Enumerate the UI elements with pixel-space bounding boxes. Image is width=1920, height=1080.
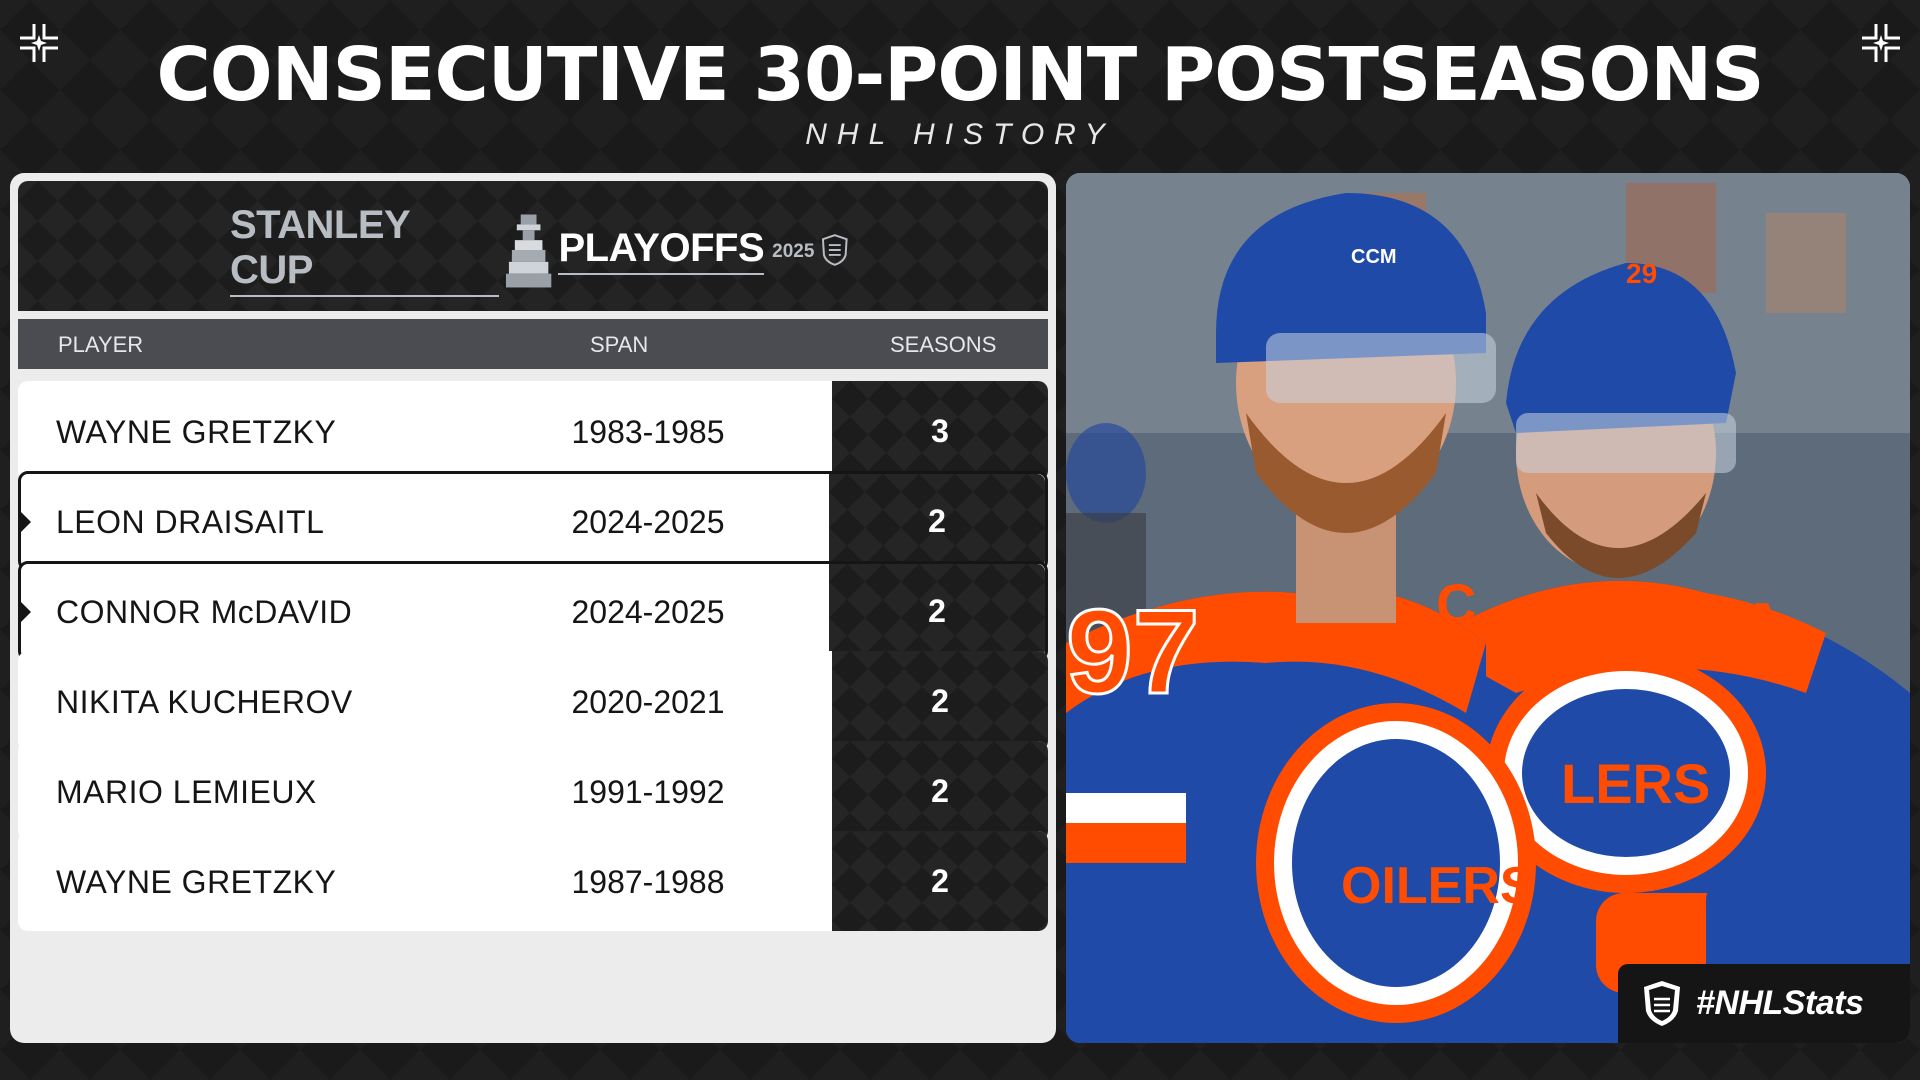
svg-text:OILERS: OILERS bbox=[1341, 857, 1535, 915]
logo-year-text: 2025 bbox=[772, 241, 815, 262]
table-row: WAYNE GRETZKY 1987-1988 2 bbox=[18, 831, 1048, 931]
table-header: PLAYER SPAN SEASONS bbox=[18, 319, 1048, 369]
nhl-shield-icon bbox=[822, 234, 849, 266]
player-name: NIKITA KUCHEROV bbox=[56, 684, 353, 720]
season-count: 2 bbox=[829, 474, 1045, 568]
season-count: 2 bbox=[832, 651, 1048, 751]
svg-text:A: A bbox=[1736, 589, 1788, 669]
season-count: 2 bbox=[832, 741, 1048, 841]
player-name: CONNOR McDAVID bbox=[56, 594, 353, 630]
nhl-stats-tag: #NHLStats bbox=[1618, 964, 1910, 1043]
svg-text:29: 29 bbox=[1626, 258, 1657, 289]
svg-text:97: 97 bbox=[1066, 585, 1199, 719]
player-name: WAYNE GRETZKY bbox=[56, 864, 337, 900]
season-count: 3 bbox=[832, 381, 1048, 481]
svg-text:C: C bbox=[1436, 572, 1476, 635]
table-row: CONNOR McDAVID 2024-2025 2 bbox=[18, 561, 1048, 661]
table-row: NIKITA KUCHEROV 2020-2021 2 bbox=[18, 651, 1048, 751]
season-span: 2024-2025 bbox=[571, 504, 725, 540]
player-photo: LERS A 29 97 OILERS C CCM bbox=[1066, 173, 1910, 1043]
logo-stanley-text: STANLEY CUP bbox=[230, 203, 500, 297]
table-row: WAYNE GRETZKY 1983-1985 3 bbox=[18, 381, 1048, 481]
highlight-arrow-icon bbox=[21, 602, 31, 622]
column-header-span: SPAN bbox=[590, 332, 649, 357]
nhl-shield-icon bbox=[1644, 980, 1680, 1026]
player-name: WAYNE GRETZKY bbox=[56, 414, 337, 450]
playoffs-banner: STANLEY CUP PLAYOFFS 2025 bbox=[18, 181, 1048, 311]
corner-sparkle-icon bbox=[1862, 24, 1900, 62]
season-span: 1991-1992 bbox=[571, 774, 725, 810]
corner-sparkle-icon bbox=[20, 24, 58, 62]
page-title: CONSECUTIVE 30-POINT POSTSEASONS bbox=[156, 32, 1765, 118]
season-count: 2 bbox=[829, 564, 1045, 658]
season-span: 1983-1985 bbox=[571, 414, 725, 450]
season-span: 2020-2021 bbox=[571, 684, 725, 720]
table-row: LEON DRAISAITL 2024-2025 2 bbox=[18, 471, 1048, 571]
stanley-cup-icon bbox=[506, 214, 552, 288]
season-span: 1987-1988 bbox=[571, 864, 725, 900]
stats-table-panel: STANLEY CUP PLAYOFFS 2025 PLAYER SPAN SE… bbox=[10, 173, 1056, 1043]
player-name: LEON DRAISAITL bbox=[56, 504, 325, 540]
table-row: MARIO LEMIEUX 1991-1992 2 bbox=[18, 741, 1048, 841]
highlight-arrow-icon bbox=[21, 512, 31, 532]
logo-playoffs-text: PLAYOFFS bbox=[558, 226, 765, 275]
player-name: MARIO LEMIEUX bbox=[56, 774, 317, 810]
svg-text:LERS: LERS bbox=[1561, 752, 1710, 815]
season-count: 2 bbox=[832, 831, 1048, 931]
season-span: 2024-2025 bbox=[571, 594, 725, 630]
page-subtitle: NHL HISTORY bbox=[805, 118, 1115, 151]
stanley-cup-playoffs-logo: STANLEY CUP PLAYOFFS 2025 bbox=[230, 203, 850, 297]
svg-text:CCM: CCM bbox=[1351, 246, 1397, 268]
oilers-players-illustration: LERS A 29 97 OILERS C CCM bbox=[1066, 173, 1910, 1043]
nhl-stats-hashtag: #NHLStats bbox=[1696, 984, 1864, 1022]
column-header-seasons: SEASONS bbox=[890, 332, 997, 357]
column-header-player: PLAYER bbox=[58, 332, 144, 357]
